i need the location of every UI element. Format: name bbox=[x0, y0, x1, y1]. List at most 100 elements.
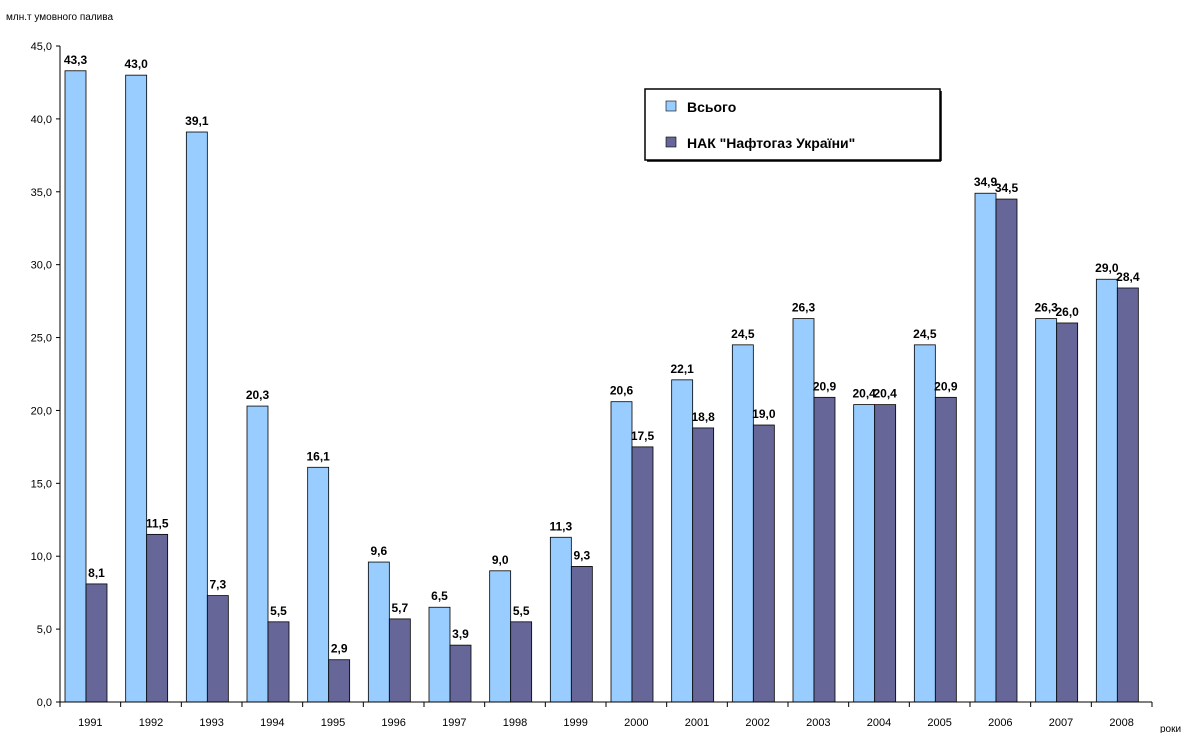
data-label-naftogaz: 5,5 bbox=[270, 604, 287, 618]
bar-naftogaz bbox=[1056, 322, 1079, 703]
bar-naftogaz bbox=[328, 659, 351, 703]
data-label-total: 6,5 bbox=[431, 589, 448, 603]
data-label-naftogaz: 8,1 bbox=[88, 566, 105, 580]
bar-naftogaz bbox=[692, 427, 715, 703]
x-tick-label: 1999 bbox=[563, 717, 587, 729]
bar-total bbox=[913, 344, 936, 703]
y-axis: 0,0 5,0 10,0 15,0 20,0 25,0 30,0 35,0 40,0 45,0 bbox=[31, 41, 61, 709]
data-label-naftogaz: 17,5 bbox=[631, 429, 655, 443]
data-label-total: 9,6 bbox=[370, 544, 387, 558]
data-label-naftogaz: 7,3 bbox=[209, 578, 226, 592]
x-axis-label: роки bbox=[1160, 724, 1181, 733]
y-tick-label: 45,0 bbox=[31, 41, 52, 53]
bar-naftogaz bbox=[631, 446, 654, 703]
bar-naftogaz bbox=[813, 396, 836, 703]
bar-total bbox=[246, 405, 269, 703]
y-tick-label: 0,0 bbox=[37, 697, 52, 709]
data-label-total: 34,9 bbox=[974, 175, 998, 189]
x-tick-label: 1995 bbox=[321, 717, 345, 729]
x-tick-label: 2002 bbox=[745, 717, 769, 729]
data-label-naftogaz: 19,0 bbox=[752, 407, 776, 421]
data-label-total: 20,3 bbox=[246, 388, 270, 402]
x-tick-label: 1993 bbox=[199, 717, 223, 729]
y-tick-label: 30,0 bbox=[31, 260, 52, 272]
data-label-total: 24,5 bbox=[913, 327, 937, 341]
bar-naftogaz bbox=[388, 618, 411, 703]
x-tick-label: 2008 bbox=[1109, 717, 1133, 729]
bar-naftogaz bbox=[934, 396, 957, 703]
bar-naftogaz bbox=[85, 583, 108, 703]
data-label-naftogaz: 20,9 bbox=[934, 379, 958, 393]
x-tick-label: 1997 bbox=[442, 717, 466, 729]
x-tick-label: 2006 bbox=[988, 717, 1012, 729]
data-label-total: 29,0 bbox=[1095, 261, 1119, 275]
bar-total bbox=[792, 318, 815, 703]
data-label-total: 20,4 bbox=[852, 387, 876, 401]
x-tick-label: 2003 bbox=[806, 717, 830, 729]
bar-total bbox=[489, 570, 512, 703]
data-label-naftogaz: 28,4 bbox=[1116, 270, 1140, 284]
data-label-naftogaz: 3,9 bbox=[452, 627, 469, 641]
data-label-naftogaz: 5,5 bbox=[513, 604, 530, 618]
bar-naftogaz bbox=[510, 621, 533, 703]
data-label-naftogaz: 26,0 bbox=[1055, 305, 1079, 319]
data-label-total: 11,3 bbox=[549, 519, 572, 533]
x-tick-label: 1998 bbox=[503, 717, 527, 729]
data-label-total: 16,1 bbox=[306, 449, 330, 463]
bar-total bbox=[64, 70, 87, 703]
x-tick-label: 2007 bbox=[1049, 717, 1073, 729]
x-tick-label: 1994 bbox=[260, 717, 284, 729]
y-tick-label: 5,0 bbox=[37, 624, 52, 636]
bar-total bbox=[731, 344, 754, 703]
bar-total bbox=[974, 192, 997, 703]
bars: 43,3 43,0 39,1 20,3 16,1 9,6 6,5 9,0 11,3 20,6 22,… bbox=[64, 53, 1140, 703]
legend-label-naftogaz: НАК "Нафтогаз України" bbox=[687, 135, 855, 151]
bar-naftogaz bbox=[874, 404, 897, 703]
data-label-total: 43,0 bbox=[124, 57, 148, 71]
bar-total bbox=[1035, 318, 1058, 703]
data-label-total: 43,3 bbox=[64, 53, 88, 67]
bar-total bbox=[1095, 278, 1118, 703]
x-tick-label: 2005 bbox=[927, 717, 951, 729]
bar-naftogaz bbox=[267, 621, 290, 703]
y-tick-label: 10,0 bbox=[31, 551, 52, 563]
bar-total bbox=[610, 401, 633, 703]
bar-total bbox=[549, 536, 572, 703]
x-tick-label: 2004 bbox=[867, 717, 891, 729]
x-tick-label: 1996 bbox=[381, 717, 405, 729]
legend: Всього НАК "Нафтогаз України" bbox=[644, 88, 942, 162]
data-label-naftogaz: 2,9 bbox=[331, 642, 348, 656]
legend-label-total: Всього bbox=[687, 99, 736, 115]
bar-total bbox=[185, 131, 208, 703]
data-label-total: 39,1 bbox=[185, 114, 209, 128]
x-tick-label: 2000 bbox=[624, 717, 648, 729]
y-axis-label: млн.т умовного палива bbox=[6, 12, 113, 23]
y-tick-label: 20,0 bbox=[31, 405, 52, 417]
y-tick-label: 25,0 bbox=[31, 333, 52, 345]
bar-naftogaz bbox=[1116, 287, 1139, 703]
x-tick-label: 1992 bbox=[139, 717, 163, 729]
legend-swatch-naftogaz bbox=[665, 136, 677, 148]
data-label-total: 26,3 bbox=[1034, 301, 1058, 315]
data-label-total: 9,0 bbox=[492, 553, 509, 567]
legend-swatch-total bbox=[665, 100, 677, 112]
x-tick-label: 2001 bbox=[685, 717, 709, 729]
x-tick-label: 1991 bbox=[78, 717, 102, 729]
data-label-total: 22,1 bbox=[670, 362, 694, 376]
data-label-naftogaz: 11,5 bbox=[146, 516, 169, 530]
bar-naftogaz bbox=[146, 533, 169, 703]
y-tick-label: 40,0 bbox=[31, 114, 52, 126]
bar-naftogaz bbox=[752, 424, 775, 703]
x-axis: 1991 1992 1993 1994 1995 1996 1997 1998 1999 2000… bbox=[59, 701, 1153, 729]
bar-naftogaz bbox=[995, 198, 1018, 703]
bar-total bbox=[367, 561, 390, 703]
bar-naftogaz bbox=[206, 595, 229, 703]
bar-naftogaz bbox=[570, 566, 593, 703]
y-tick-label: 35,0 bbox=[31, 187, 52, 199]
bar-total bbox=[853, 404, 876, 703]
bar-total bbox=[307, 466, 330, 703]
bar-total bbox=[428, 606, 451, 703]
data-label-naftogaz: 20,9 bbox=[813, 379, 837, 393]
data-label-naftogaz: 5,7 bbox=[391, 601, 408, 615]
